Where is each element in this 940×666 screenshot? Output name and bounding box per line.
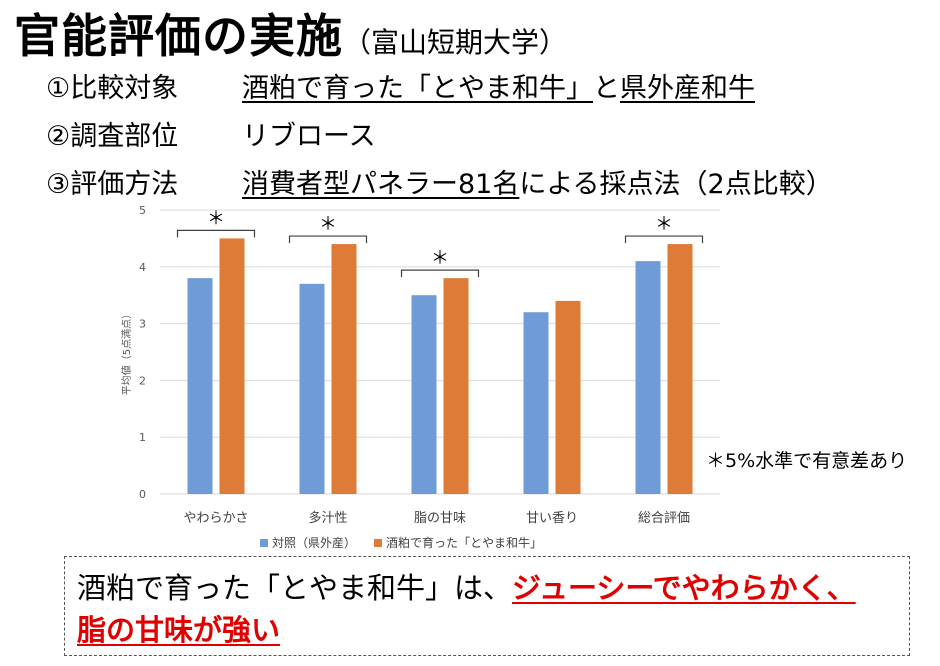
x-tick-label: 多汁性 <box>308 510 347 526</box>
legend-swatch <box>374 539 383 547</box>
x-tick-label: 総合評価 <box>638 511 690 526</box>
significance-bracket <box>624 235 704 244</box>
row-value-underlined2: 県外産和牛 <box>620 73 755 104</box>
conclusion-box: 酒粕で育った「とやま和牛」は、ジューシーでやわらかく、脂の甘味が強い <box>64 556 910 656</box>
slide-title: 官能評価の実施（富山短期大学） <box>14 0 567 66</box>
y-tick-label: 4 <box>139 261 146 274</box>
y-tick-label: 0 <box>139 488 146 501</box>
title-main: 官能評価の実施 <box>14 9 343 63</box>
row-label: ①比較対象 <box>46 73 179 104</box>
bar <box>187 278 213 494</box>
chart-gridlines <box>160 209 720 495</box>
bar <box>555 300 581 494</box>
row-value-mid: と <box>593 73 620 104</box>
significance-markers: ＊ ＊ ＊ ＊ <box>176 208 704 278</box>
chart-bars <box>187 238 693 494</box>
y-tick-label: 5 <box>139 204 146 217</box>
conclusion-emphasis-1: ジューシーでやわらかく、 <box>512 571 856 605</box>
significance-bracket <box>400 269 480 278</box>
bar <box>411 295 437 494</box>
row-value-underlined: 酒粕で育った「とやま和牛」 <box>242 73 593 104</box>
row-label: ②調査部位 <box>46 121 179 152</box>
info-row-method: ③評価方法 消費者型パネラー81名による採点法（2点比較） <box>46 162 833 201</box>
bar <box>299 283 325 494</box>
row-label: ③評価方法 <box>46 169 179 200</box>
significance-asterisk: ＊ <box>207 208 225 229</box>
bar <box>331 244 357 494</box>
row-value: リブロース <box>242 121 376 152</box>
x-tick-label: 甘い香り <box>526 511 578 526</box>
title-sub: （富山短期大学） <box>343 26 568 59</box>
legend-label: 酒粕で育った「とやま和牛」 <box>386 535 542 550</box>
bar <box>219 238 245 494</box>
y-tick-labels: 0 1 2 3 4 5 <box>139 204 146 501</box>
x-tick-labels: やわらかさ 多汁性 脂の甘味 甘い香り 総合評価 <box>183 510 690 526</box>
bar <box>635 261 661 494</box>
x-tick-label: 脂の甘味 <box>414 511 466 526</box>
legend-label: 対照（県外産） <box>272 535 356 550</box>
legend-swatch <box>260 539 268 547</box>
conclusion-emphasis-2: 脂の甘味が強い <box>77 613 281 647</box>
bar <box>443 278 469 494</box>
conclusion-text: 酒粕で育った「とやま和牛」は、 <box>77 571 513 605</box>
significance-bracket <box>288 235 368 244</box>
significance-asterisk: ＊ <box>431 248 449 269</box>
bar <box>523 312 549 494</box>
significance-asterisk: ＊ <box>655 214 673 235</box>
y-tick-label: 3 <box>139 318 146 331</box>
x-tick-label: やわらかさ <box>183 511 248 526</box>
significance-note: ＊5%水準で有意差あり <box>706 450 908 472</box>
significance-asterisk: ＊ <box>319 214 337 235</box>
info-row-part: ②調査部位 リブロース <box>46 114 376 153</box>
info-row-target: ①比較対象 酒粕で育った「とやま和牛」と県外産和牛 <box>46 66 755 105</box>
bar <box>667 244 693 494</box>
significance-bracket <box>176 229 256 238</box>
chart-legend: 対照（県外産） 酒粕で育った「とやま和牛」 <box>260 535 542 550</box>
y-tick-label: 1 <box>139 431 146 444</box>
row-value-underlined: 消費者型パネラー81名 <box>242 169 520 200</box>
y-tick-label: 2 <box>139 374 146 387</box>
row-value-mid: による採点法（2点比較） <box>519 169 833 200</box>
bar-chart: 0 1 2 3 4 5 平均値（5点満点） ＊ ＊ ＊ ＊ やわらかさ 多汁性 脂の甘味 甘い香り 総合… <box>120 204 720 550</box>
y-axis-label: 平均値（5点満点） <box>120 309 133 395</box>
